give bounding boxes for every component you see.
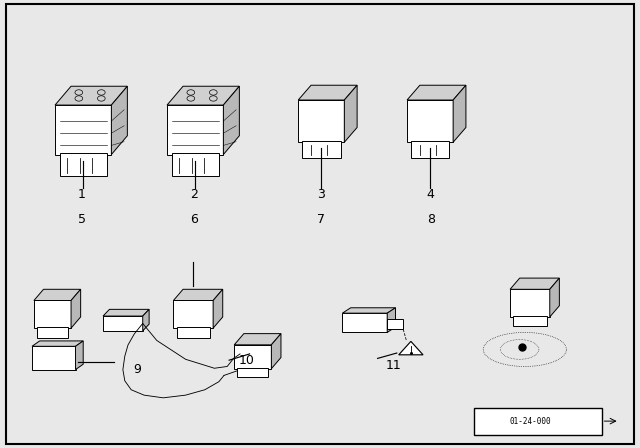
Polygon shape <box>344 85 357 142</box>
Text: 7: 7 <box>317 213 325 226</box>
Polygon shape <box>399 341 423 355</box>
Bar <box>302 141 340 158</box>
Bar <box>234 345 271 369</box>
Text: 01-24-000: 01-24-000 <box>509 417 551 426</box>
Polygon shape <box>387 308 396 332</box>
Polygon shape <box>103 309 149 316</box>
Polygon shape <box>223 86 239 155</box>
Bar <box>407 100 453 142</box>
Text: 6: 6 <box>190 213 198 226</box>
Polygon shape <box>143 309 149 331</box>
Polygon shape <box>111 86 127 155</box>
Text: 8: 8 <box>427 213 435 226</box>
Polygon shape <box>407 85 466 100</box>
Polygon shape <box>271 334 281 369</box>
Bar <box>37 327 68 337</box>
Text: 3: 3 <box>317 188 325 202</box>
Bar <box>474 408 602 435</box>
Polygon shape <box>510 278 559 289</box>
Polygon shape <box>550 278 559 317</box>
Bar <box>411 141 449 158</box>
Text: 1: 1 <box>78 188 86 202</box>
Text: 5: 5 <box>78 213 86 226</box>
Bar <box>298 100 344 142</box>
Bar <box>172 153 219 176</box>
Bar <box>32 346 76 370</box>
Text: 4: 4 <box>427 188 435 202</box>
Bar <box>55 105 111 155</box>
Text: 2: 2 <box>190 188 198 202</box>
Polygon shape <box>76 341 83 370</box>
Bar <box>173 301 213 328</box>
Bar <box>167 105 223 155</box>
Bar <box>513 316 547 326</box>
Polygon shape <box>213 289 223 328</box>
Polygon shape <box>453 85 466 142</box>
Text: 10: 10 <box>239 354 254 367</box>
Text: 11: 11 <box>386 358 401 372</box>
Polygon shape <box>32 341 83 346</box>
Bar <box>103 316 143 331</box>
Bar <box>60 153 107 176</box>
Polygon shape <box>167 86 239 105</box>
Polygon shape <box>173 289 223 301</box>
Bar <box>34 301 71 328</box>
Polygon shape <box>342 308 396 313</box>
Polygon shape <box>298 85 357 100</box>
Bar <box>510 289 550 317</box>
Bar <box>237 368 268 377</box>
Bar <box>342 313 387 332</box>
Polygon shape <box>34 289 81 301</box>
Bar <box>387 319 403 329</box>
Bar <box>177 327 210 337</box>
Polygon shape <box>234 334 281 345</box>
Text: 9: 9 <box>134 363 141 376</box>
Polygon shape <box>55 86 127 105</box>
Polygon shape <box>71 289 81 328</box>
